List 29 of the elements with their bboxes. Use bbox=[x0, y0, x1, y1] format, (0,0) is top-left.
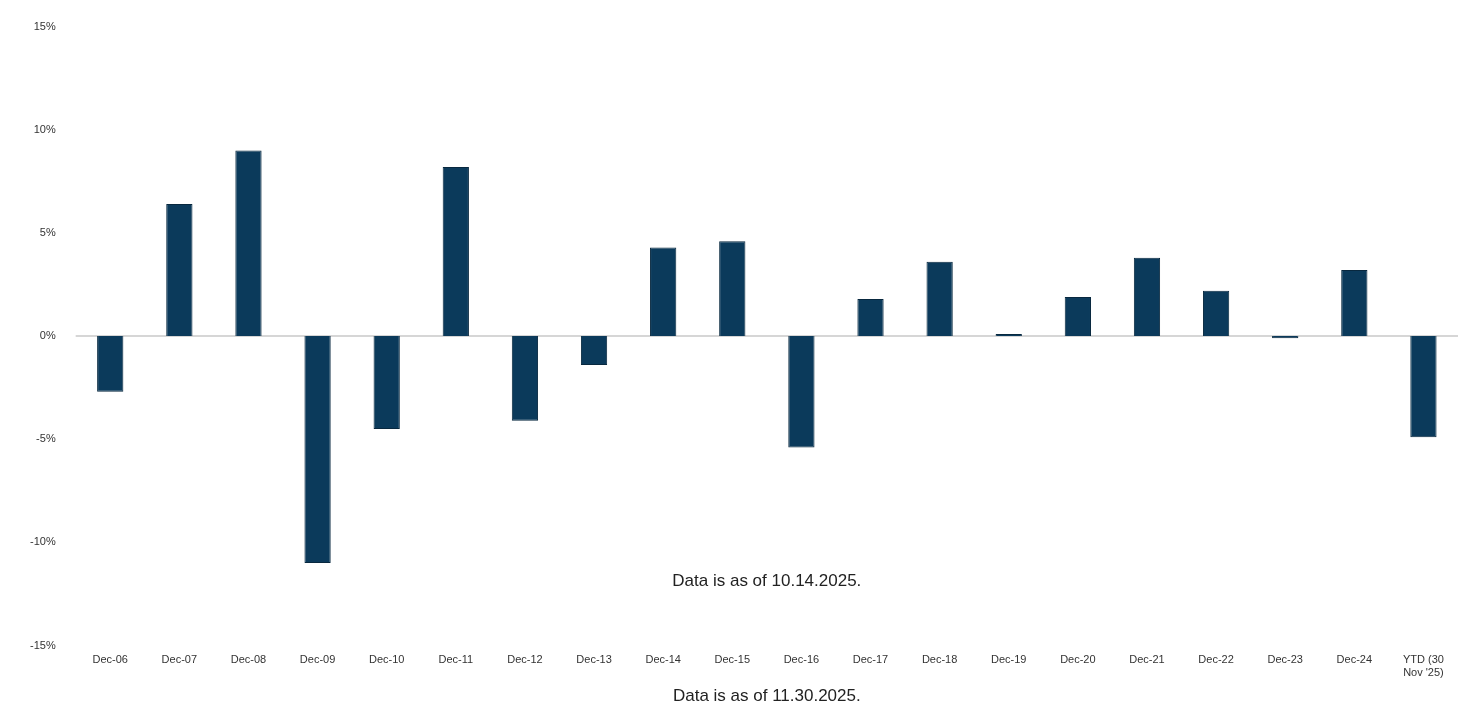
x-tick-label: Dec-17 bbox=[852, 653, 889, 666]
y-tick-label: -10% bbox=[29, 535, 56, 548]
x-tick-label: Dec-22 bbox=[1198, 653, 1234, 666]
x-tick-label: YTD (30 Nov '25) bbox=[1402, 653, 1444, 679]
x-tick-label: Dec-08 bbox=[230, 653, 267, 666]
y-tick-label: 5% bbox=[39, 225, 56, 238]
x-tick-label: Dec-07 bbox=[161, 653, 198, 666]
annotation: Data is as of 10.14.2025. bbox=[672, 571, 862, 592]
x-tick-label: Dec-16 bbox=[783, 653, 820, 666]
y-tick-label: 10% bbox=[33, 122, 56, 135]
x-tick-label: Dec-24 bbox=[1336, 653, 1373, 666]
text: Data is as of 11.30.2025. bbox=[672, 686, 861, 706]
x-tick-label: Dec-09 bbox=[299, 653, 336, 666]
x-tick-label: Dec-10 bbox=[368, 653, 405, 666]
x-tick-label: Dec-20 bbox=[1060, 653, 1096, 666]
y-tick-label: 0% bbox=[39, 329, 56, 342]
x-tick-label: Dec-11 bbox=[438, 653, 474, 666]
x-tick-label: Dec-21 bbox=[1129, 653, 1165, 666]
y-tick-label: 15% bbox=[33, 19, 56, 32]
y-tick-label: -5% bbox=[36, 432, 56, 445]
x-tick-label: Dec-06 bbox=[92, 653, 128, 666]
x-tick-label: Dec-15 bbox=[714, 653, 751, 666]
x-tick-label: Dec-23 bbox=[1267, 653, 1303, 666]
x-tick-label: Dec-12 bbox=[507, 653, 543, 666]
x-tick-label: Dec-14 bbox=[645, 653, 681, 666]
x-tick-label: Dec-19 bbox=[991, 653, 1027, 666]
x-tick-label: Dec-13 bbox=[576, 653, 612, 666]
y-tick-label: -15% bbox=[29, 638, 56, 651]
x-tick-label: Dec-18 bbox=[921, 653, 958, 666]
